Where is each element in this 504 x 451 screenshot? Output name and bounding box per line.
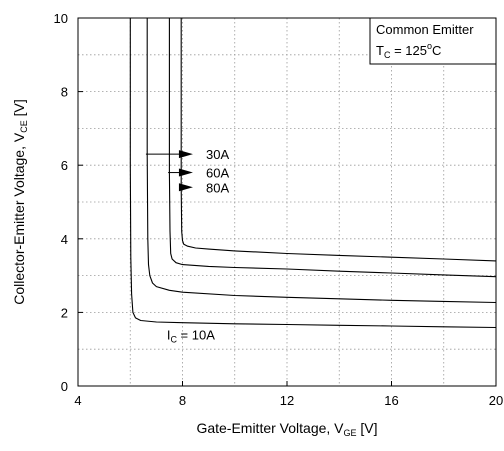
ic-label-sub: C [170, 334, 177, 344]
y-axis-title: Collector-Emitter Voltage, VCE [V] [11, 99, 29, 305]
ic-label: IC = 10A [167, 327, 215, 344]
y-tick-label: 2 [61, 305, 68, 320]
ticks: 4 8 12 16 20 0 2 4 6 8 10 [54, 11, 504, 408]
annotation-label-60A: 60A [206, 166, 229, 181]
ic-label-rest: = 10A [177, 327, 215, 342]
annotation-arrowhead-80A [178, 183, 193, 192]
x-tick-label: 20 [489, 393, 503, 408]
annotation-arrowhead-30A [178, 150, 193, 159]
y-title-sub: CE [19, 120, 29, 133]
ic-label-main: I [167, 327, 171, 342]
legend-box [369, 17, 497, 65]
y-tick-label: 8 [61, 85, 68, 100]
x-title-unit: [V] [357, 420, 378, 436]
series-line-80A [180, 18, 497, 262]
legend: Common Emitter TC = 125oC [369, 17, 497, 65]
legend-c: C [432, 43, 441, 58]
x-title-sub: GE [344, 428, 357, 438]
series-line-30A [146, 18, 497, 304]
y-title-main: Collector-Emitter Voltage, V [11, 132, 27, 305]
x-axis-title: Gate-Emitter Voltage, VGE [V] [196, 420, 377, 438]
y-tick-label: 4 [61, 232, 68, 247]
annotation-label-30A: 30A [206, 147, 229, 162]
grid [78, 18, 496, 386]
legend-t-rest: = 125 [390, 43, 427, 58]
y-tick-label: 6 [61, 158, 68, 173]
x-tick-label: 16 [384, 393, 398, 408]
legend-line-2: TC = 125oC [376, 41, 441, 60]
y-title-unit: [V] [11, 99, 27, 120]
legend-line-1: Common Emitter [376, 22, 474, 37]
annotation-arrowhead-60A [178, 168, 193, 177]
series-lines [129, 18, 497, 329]
legend-degree: o [427, 41, 432, 51]
annotation-label-80A: 80A [206, 180, 229, 195]
series-line-10A [129, 18, 497, 329]
x-tick-label: 8 [179, 393, 186, 408]
series-line-60A [168, 18, 497, 278]
y-tick-label: 0 [61, 379, 68, 394]
x-tick-label: 12 [280, 393, 294, 408]
legend-t-sub: C [384, 50, 391, 60]
y-tick-label: 10 [54, 11, 68, 26]
legend-t: T [376, 43, 384, 58]
x-tick-label: 4 [74, 393, 81, 408]
x-title-main: Gate-Emitter Voltage, V [196, 420, 344, 436]
